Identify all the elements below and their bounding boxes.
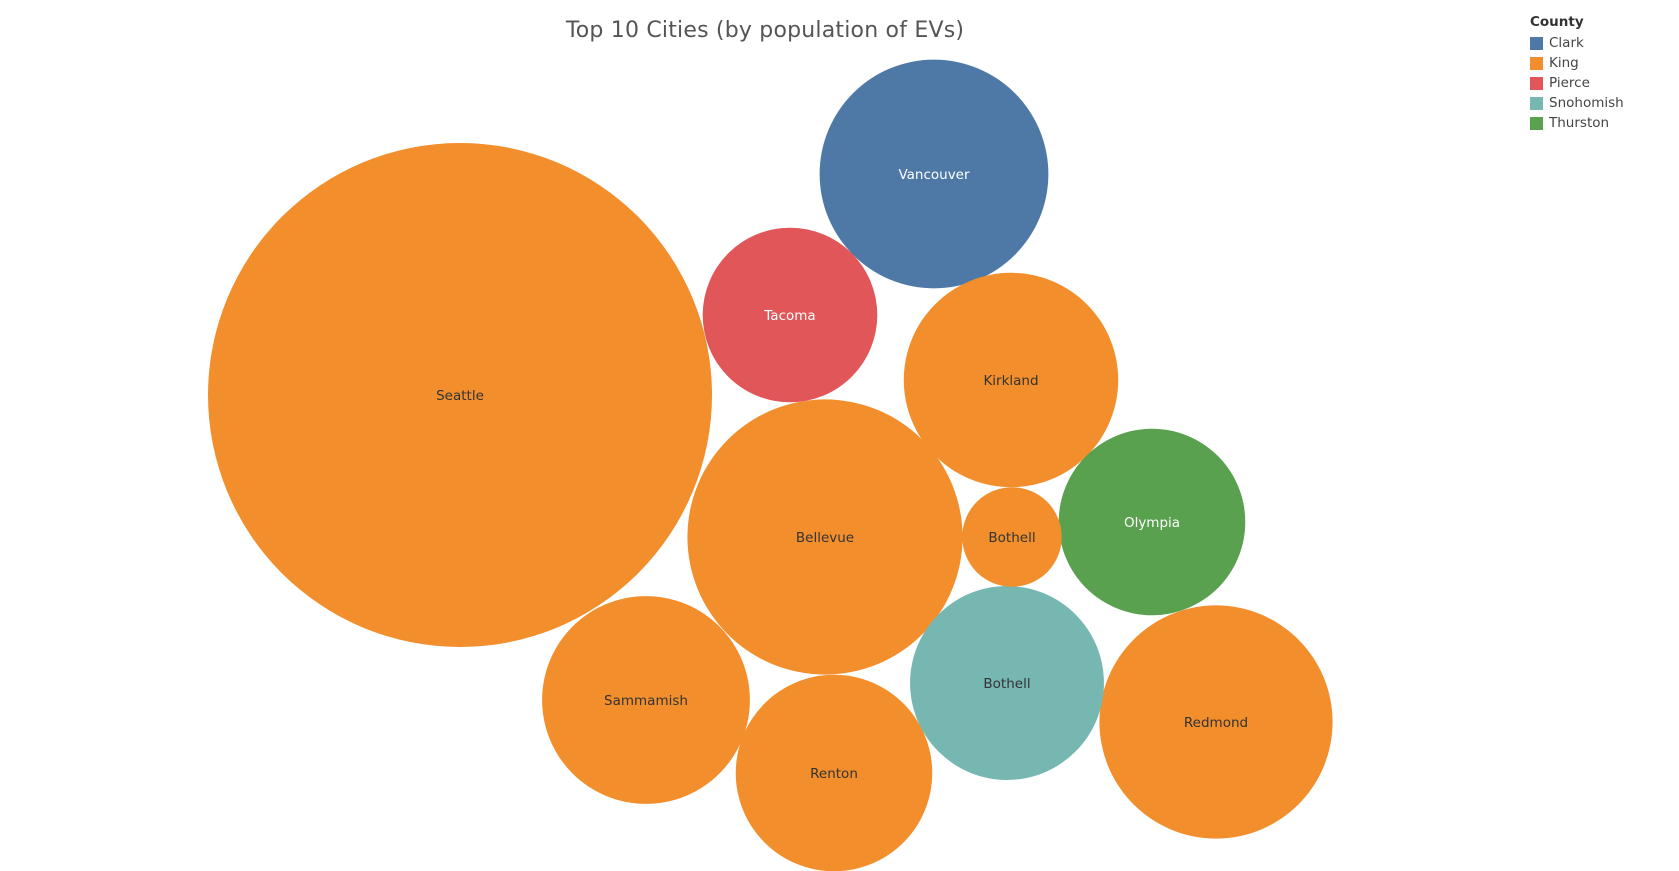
bubble-label-tacoma-pierce: Tacoma bbox=[763, 308, 815, 324]
bubble-sammamish-king[interactable]: Sammamish bbox=[542, 596, 750, 804]
bubble-circle-seattle-king[interactable] bbox=[208, 143, 712, 647]
legend-swatch-king bbox=[1530, 56, 1543, 70]
legend-item-pierce[interactable]: Pierce bbox=[1530, 73, 1624, 93]
legend-title: County bbox=[1530, 14, 1584, 30]
bubble-vancouver-clark[interactable]: Vancouver bbox=[819, 59, 1049, 289]
bubble-circle-bothell-snohomish[interactable] bbox=[910, 586, 1104, 780]
bubble-label-vancouver-clark: Vancouver bbox=[898, 167, 970, 183]
bubble-circle-renton-king[interactable] bbox=[735, 674, 933, 871]
bubble-label-bellevue-king: Bellevue bbox=[796, 530, 854, 546]
legend-item-thurston[interactable]: Thurston bbox=[1530, 113, 1624, 133]
legend-swatch-clark bbox=[1530, 36, 1543, 50]
bubble-circle-redmond-king[interactable] bbox=[1099, 605, 1333, 839]
bubble-redmond-king[interactable]: Redmond bbox=[1099, 605, 1333, 839]
bubble-label-renton-king: Renton bbox=[810, 766, 858, 782]
legend-swatch-snohomish bbox=[1530, 96, 1543, 110]
bubble-bothell-snohomish[interactable]: Bothell bbox=[910, 586, 1104, 780]
bubble-label-bothell-snohomish: Bothell bbox=[983, 676, 1030, 692]
legend-label-snohomish: Snohomish bbox=[1549, 95, 1624, 111]
bubble-renton-king[interactable]: Renton bbox=[735, 674, 933, 871]
bubble-label-seattle-king: Seattle bbox=[436, 388, 484, 404]
legend-label-thurston: Thurston bbox=[1549, 115, 1610, 131]
bubble-circle-bothell-king[interactable] bbox=[962, 487, 1062, 587]
bubble-tacoma-pierce[interactable]: Tacoma bbox=[702, 227, 878, 403]
bubble-circle-tacoma-pierce[interactable] bbox=[702, 227, 878, 403]
bubble-circle-vancouver-clark[interactable] bbox=[819, 59, 1049, 289]
bubble-circle-bellevue-king[interactable] bbox=[687, 399, 963, 675]
bubble-bellevue-king[interactable]: Bellevue bbox=[687, 399, 963, 675]
chart-title: Top 10 Cities (by population of EVs) bbox=[565, 18, 965, 43]
legend-swatch-thurston bbox=[1530, 116, 1543, 130]
bubble-bothell-king[interactable]: Bothell bbox=[962, 487, 1062, 587]
bubble-kirkland-king[interactable]: Kirkland bbox=[903, 272, 1119, 488]
bubble-label-redmond-king: Redmond bbox=[1184, 715, 1248, 731]
legend-item-king[interactable]: King bbox=[1530, 53, 1624, 73]
legend: County Clark King Pierce Snohomish Thurs… bbox=[1530, 14, 1624, 133]
bubble-circle-olympia-thurston[interactable] bbox=[1058, 428, 1246, 616]
legend-label-clark: Clark bbox=[1549, 35, 1584, 51]
legend-item-clark[interactable]: Clark bbox=[1530, 33, 1624, 53]
bubble-seattle-king[interactable]: Seattle bbox=[208, 143, 712, 647]
bubble-label-olympia-thurston: Olympia bbox=[1124, 515, 1180, 531]
bubble-olympia-thurston[interactable]: Olympia bbox=[1058, 428, 1246, 616]
legend-label-pierce: Pierce bbox=[1549, 75, 1590, 91]
legend-label-king: King bbox=[1549, 55, 1579, 71]
bubble-label-bothell-king: Bothell bbox=[988, 530, 1035, 546]
bubble-circle-sammamish-king[interactable] bbox=[542, 596, 750, 804]
legend-swatch-pierce bbox=[1530, 76, 1543, 90]
legend-item-snohomish[interactable]: Snohomish bbox=[1530, 93, 1624, 113]
bubble-label-kirkland-king: Kirkland bbox=[983, 373, 1038, 389]
bubble-circle-kirkland-king[interactable] bbox=[903, 272, 1119, 488]
bubble-label-sammamish-king: Sammamish bbox=[604, 693, 688, 709]
